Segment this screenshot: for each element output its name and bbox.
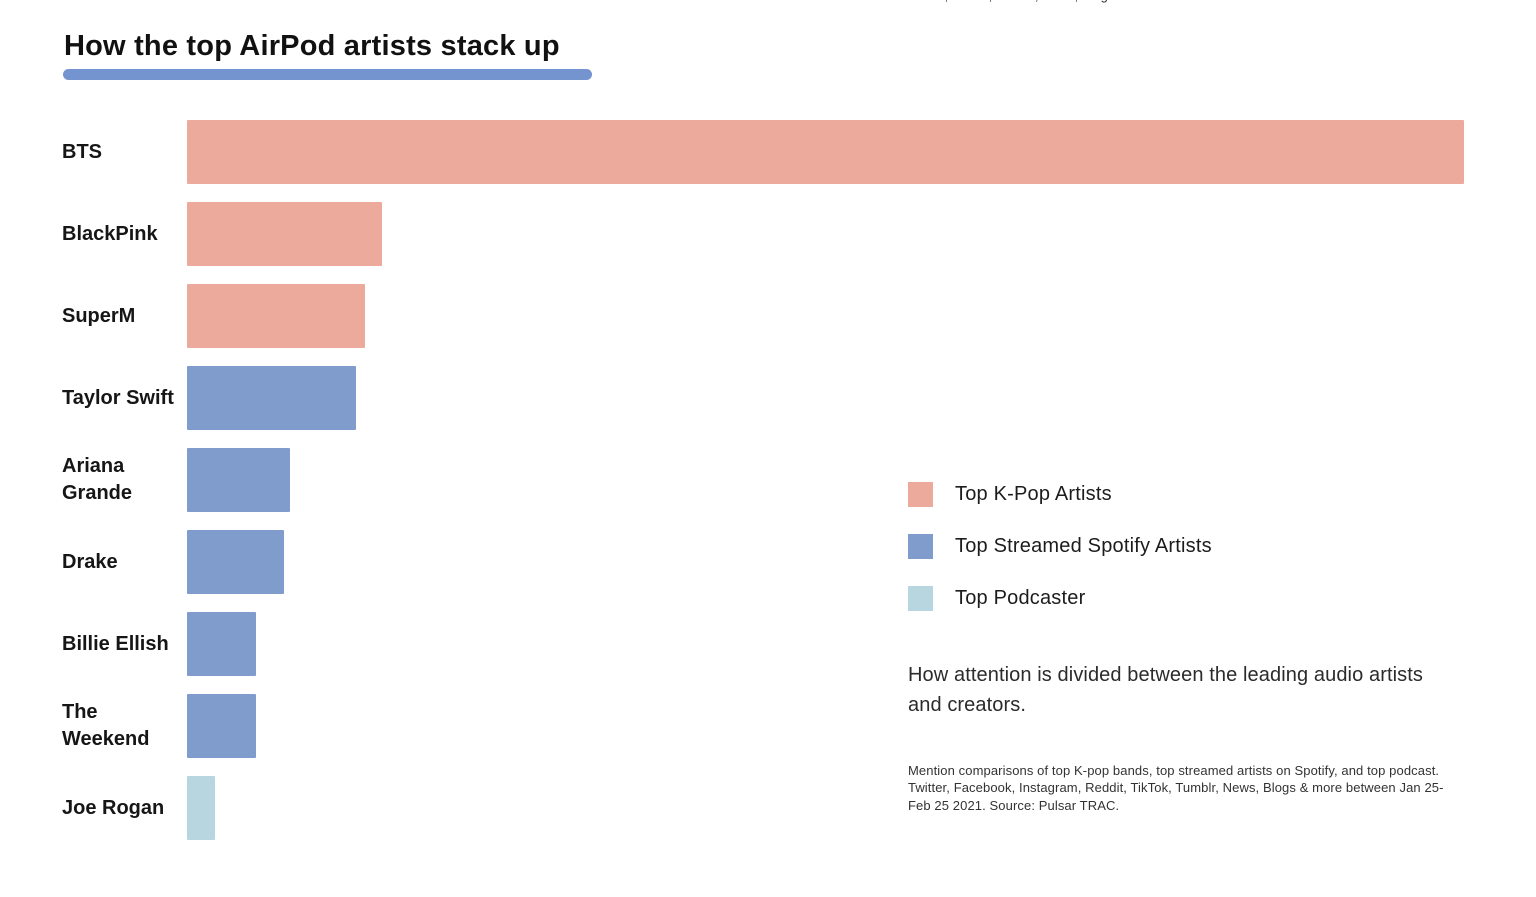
category-label: Billie Ellish xyxy=(62,632,169,655)
category-label: Taylor Swift xyxy=(62,386,174,409)
bar-chart: BTS BlackPink SuperM Taylor Swift Ariana… xyxy=(62,120,1464,840)
legend-item-podcaster: Top Podcaster xyxy=(908,586,1212,611)
bar-row: Drake xyxy=(62,530,1464,594)
bar-area xyxy=(187,694,1464,758)
bar-area xyxy=(187,448,1464,512)
podcaster-swatch-icon xyxy=(908,586,933,611)
legend: Top K-Pop Artists Top Streamed Spotify A… xyxy=(908,482,1212,611)
bar-area xyxy=(187,202,1464,266)
bar-row: The Weekend xyxy=(62,694,1464,758)
bar-row: BlackPink xyxy=(62,202,1464,266)
bar-area xyxy=(187,612,1464,676)
bar-row: BTS xyxy=(62,120,1464,184)
bar-area xyxy=(187,366,1464,430)
chart-summary: How attention is divided between the lea… xyxy=(908,664,1424,716)
bar-drake xyxy=(187,530,285,594)
page-title: How the top AirPod artists stack up xyxy=(64,30,560,62)
bar-row: Joe Rogan xyxy=(62,776,1464,840)
bar-row: Billie Ellish xyxy=(62,612,1464,676)
bar-billie-ellish xyxy=(187,612,256,676)
legend-label: Top Podcaster xyxy=(955,587,1086,609)
bar-joe-rogan xyxy=(187,776,216,840)
bar-superm xyxy=(187,284,365,348)
legend-label: Top Streamed Spotify Artists xyxy=(955,535,1212,557)
legend-item-spotify: Top Streamed Spotify Artists xyxy=(908,534,1212,559)
legend-label: Top K-Pop Artists xyxy=(955,483,1112,505)
spotify-swatch-icon xyxy=(908,534,933,559)
bar-area xyxy=(187,120,1464,184)
bar-the-weekend xyxy=(187,694,256,758)
bar-ariana-grande xyxy=(187,448,291,512)
bar-bts xyxy=(187,120,1464,184)
kpop-swatch-icon xyxy=(908,482,933,507)
bar-area xyxy=(187,284,1464,348)
bar-area xyxy=(187,530,1464,594)
category-label: Ariana Grande xyxy=(62,455,133,504)
bar-row: SuperM xyxy=(62,284,1464,348)
title-underline-stroke xyxy=(63,69,592,80)
category-label: Joe Rogan xyxy=(62,796,165,819)
clipped-top-caption: Reddit, TikTok, Tumblr, News, Blogs & mo… xyxy=(907,0,1527,3)
bar-row: Ariana Grande xyxy=(62,448,1464,512)
bar-area xyxy=(187,776,1464,840)
category-label: BlackPink xyxy=(62,222,158,245)
category-label: Drake xyxy=(62,550,118,573)
category-label: The Weekend xyxy=(62,701,150,750)
category-label: SuperM xyxy=(62,304,136,327)
bar-blackpink xyxy=(187,202,383,266)
bar-row: Taylor Swift xyxy=(62,366,1464,430)
bar-taylor-swift xyxy=(187,366,356,430)
category-label: BTS xyxy=(62,140,102,163)
legend-item-kpop: Top K-Pop Artists xyxy=(908,482,1212,507)
methodology-note: Mention comparisons of top K-pop bands, … xyxy=(908,763,1444,813)
